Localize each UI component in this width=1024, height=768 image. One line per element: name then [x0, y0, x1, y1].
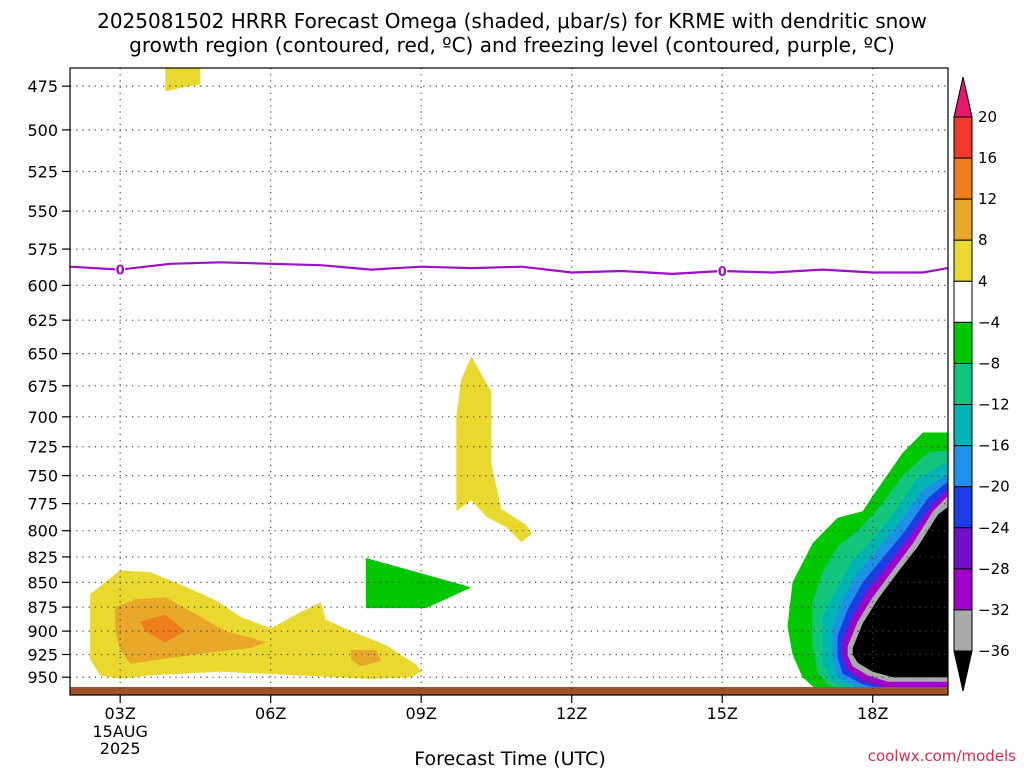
colorbar-level-label: 12 [978, 190, 997, 208]
colorbar-level-label: 16 [978, 149, 997, 167]
omega-region-5 [140, 614, 186, 643]
colorbar-box [953, 198, 973, 241]
freezing-level-line [69, 261, 949, 276]
colorbar-level-label: −24 [978, 519, 1010, 537]
colorbar-top-arrow [953, 76, 973, 118]
colorbar-level-label: −4 [978, 313, 1000, 331]
omega-region-3 [115, 597, 266, 664]
y-tick-label: 925 [27, 645, 58, 664]
y-tick-label: 725 [27, 438, 58, 457]
omega-region-0 [165, 68, 201, 92]
y-tick-label: 550 [27, 202, 58, 221]
colorbar-box [953, 280, 973, 323]
colorbar-box [953, 527, 973, 570]
colorbar-box [953, 445, 973, 488]
freezing-level-label: 0 [718, 265, 727, 280]
y-tick-label: 775 [27, 495, 58, 514]
freezing-label-bg [717, 264, 728, 279]
omega-colorbar: 20 16 12 8 4 −4 −8 −12 −16 −20 −24 −28 −32 −36 [953, 76, 1010, 692]
colorbar-box [953, 157, 973, 200]
colorbar-box [953, 321, 973, 364]
colorbar-box [953, 609, 973, 652]
colorbar-level-label: 8 [978, 231, 988, 249]
y-tick-label: 850 [27, 573, 58, 592]
x-tick-label: 06Z [255, 704, 286, 723]
surface-terrain-band [70, 687, 948, 695]
grid-lines [70, 68, 948, 695]
colorbar-box [953, 486, 973, 529]
x-tick-label: 15Z [707, 704, 738, 723]
y-tick-label: 750 [27, 467, 58, 486]
surface-band [70, 687, 948, 695]
x-tick-label: 18Z [857, 704, 888, 723]
y-tick-label: 900 [27, 622, 58, 641]
colorbar-level-label: −16 [978, 437, 1010, 455]
y-tick-label: 475 [27, 77, 58, 96]
credit-link[interactable]: coolwx.com/models [868, 747, 1016, 765]
omega-region-14 [852, 506, 948, 678]
colorbar-box [953, 404, 973, 447]
y-tick-label: 575 [27, 240, 58, 259]
x-tick-label: 09Z [406, 704, 437, 723]
x-tick-label: 03Z [105, 704, 136, 723]
y-tick-label: 525 [27, 162, 58, 181]
y-tick-label: 800 [27, 522, 58, 541]
freezing-level-label: 0 [116, 264, 125, 279]
colorbar-level-label: −28 [978, 560, 1010, 578]
x-tick-label: 12Z [556, 704, 587, 723]
chart-title-line-2: growth region (contoured, red, ºC) and f… [129, 33, 895, 57]
omega-region-6 [366, 558, 472, 609]
x-tick-date-label: 15AUG [92, 722, 147, 741]
colorbar-bottom-arrow [953, 650, 973, 692]
omega-region-4 [351, 649, 382, 667]
colorbar-box [953, 116, 973, 159]
colorbar-box [953, 239, 973, 282]
colorbar-box [953, 568, 973, 611]
omega-shaded-regions [90, 68, 948, 695]
y-tick-label: 650 [27, 345, 58, 364]
colorbar-level-label: −12 [978, 396, 1010, 414]
y-tick-label: 675 [27, 377, 58, 396]
y-tick-label: 950 [27, 668, 58, 687]
colorbar-level-label: 4 [978, 272, 988, 290]
pressure-axis: 475 500 525 550 575 600 625 650 675 700 725 750 775 8… [27, 77, 70, 687]
colorbar-level-label: −32 [978, 601, 1010, 619]
colorbar-level-label: −36 [978, 642, 1010, 660]
omega-region-1 [456, 356, 532, 543]
x-tick-date-label: 2025 [100, 739, 141, 758]
colorbar-box [953, 362, 973, 406]
x-axis-title: Forecast Time (UTC) [414, 748, 605, 768]
y-tick-label: 700 [27, 408, 58, 427]
chart-title-line-1: 2025081502 HRRR Forecast Omega (shaded, … [97, 9, 927, 33]
colorbar-level-label: −8 [978, 354, 1000, 372]
y-tick-label: 600 [27, 276, 58, 295]
colorbar-level-label: 20 [978, 108, 997, 126]
y-tick-label: 500 [27, 121, 58, 140]
y-tick-label: 625 [27, 311, 58, 330]
plot-frame [69, 67, 949, 696]
y-tick-label: 825 [27, 548, 58, 567]
colorbar-level-label: −20 [978, 478, 1010, 496]
freezing-label-bg [115, 262, 126, 277]
y-tick-label: 875 [27, 598, 58, 617]
